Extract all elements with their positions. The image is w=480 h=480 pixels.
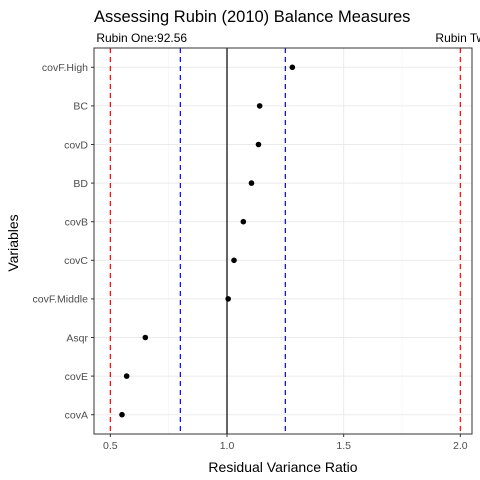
x-axis-title: Residual Variance Ratio <box>208 459 357 475</box>
annotation-label: Rubin Tw <box>435 31 480 45</box>
panel-border <box>93 47 473 435</box>
annotation-label: Rubin One:92.56 <box>96 31 187 45</box>
reference-lines <box>109 48 461 434</box>
data-point-covF.Middle <box>225 296 231 302</box>
data-point-covA <box>119 411 125 418</box>
data-point-covE <box>123 373 130 379</box>
y-tick-label: covF.Middle <box>33 294 89 306</box>
annotations: Rubin One:92.56 Rubin Tw <box>96 31 480 45</box>
data-points <box>93 47 473 435</box>
data-point-Asqr <box>142 334 149 341</box>
y-tick-label: covD <box>64 139 88 151</box>
y-tick-label: covC <box>64 255 88 267</box>
data-point-BC <box>256 103 263 109</box>
x-tick-label: 1.0 <box>220 440 235 452</box>
y-axis-title: Variables <box>5 214 21 271</box>
y-tick-label: Asqr <box>66 332 88 344</box>
x-tick-label: 2.0 <box>453 440 468 452</box>
data-point-BD <box>248 180 255 186</box>
x-tick-label: 1.5 <box>336 440 351 452</box>
data-point-covB <box>240 218 247 225</box>
y-tick-label: BC <box>73 101 88 113</box>
y-tick-label: covA <box>65 410 88 422</box>
y-tick-label: covB <box>65 217 88 229</box>
x-axis: 0.5 1.0 1.5 2.0 <box>103 434 468 452</box>
data-point-covD <box>255 141 262 148</box>
chart-title: Assessing Rubin (2010) Balance Measures <box>94 8 410 26</box>
data-point-covF.High <box>289 64 296 71</box>
y-tick-label: covE <box>65 371 88 383</box>
y-tick-label: covF.High <box>42 62 88 74</box>
y-axis: covA covE Asqr covF.Middle covC covB BD covD BC c… <box>33 62 94 422</box>
y-tick-label: BD <box>73 178 88 190</box>
data-point-covC <box>231 257 237 264</box>
grid-layer <box>94 48 472 434</box>
x-tick-label: 0.5 <box>103 440 118 452</box>
plot-panel <box>93 47 473 435</box>
